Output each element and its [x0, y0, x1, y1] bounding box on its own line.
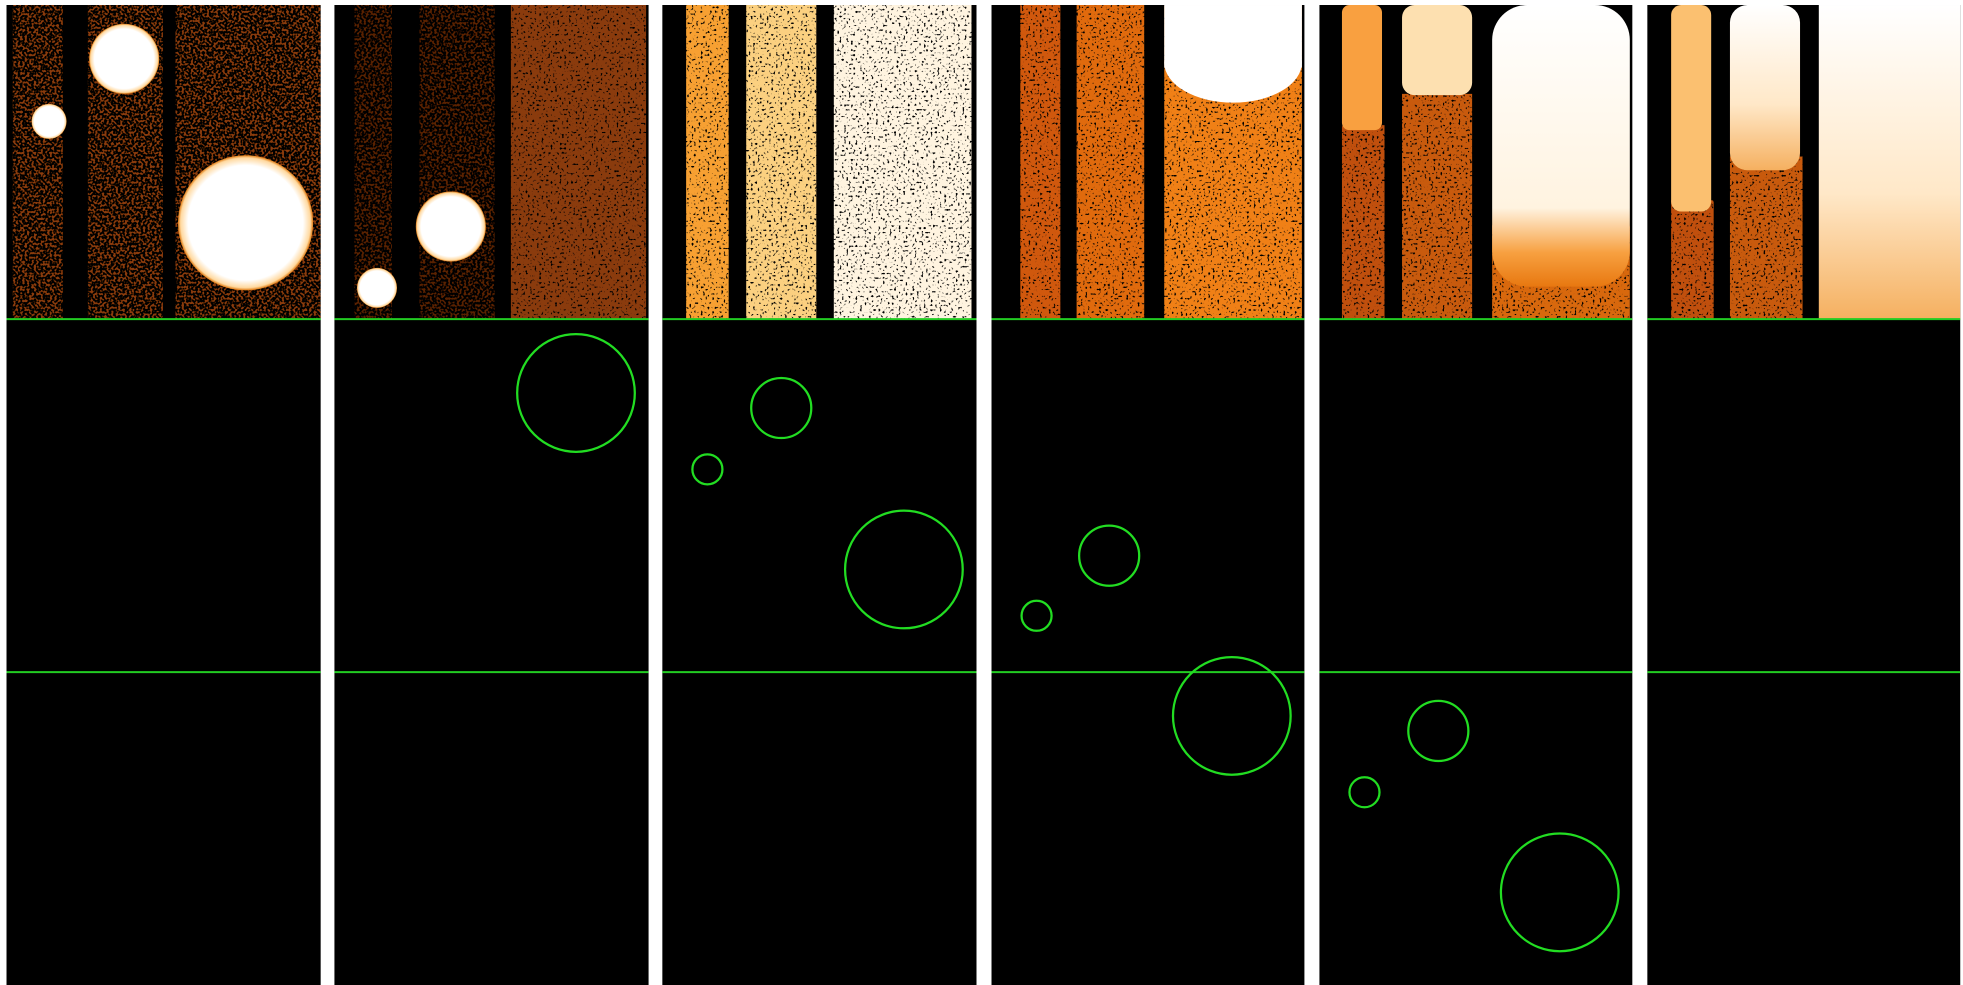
shape — [834, 5, 972, 319]
shape — [416, 191, 486, 261]
shape — [1492, 5, 1630, 287]
shape — [1342, 125, 1385, 319]
shape — [178, 155, 313, 290]
page: (() => { const data = JSON.parse(documen… — [0, 0, 1963, 985]
shape — [1402, 5, 1472, 95]
shape — [511, 5, 646, 319]
shape — [1819, 5, 1960, 319]
shape — [13, 5, 63, 319]
shape — [420, 5, 495, 319]
shape — [357, 268, 397, 308]
shape — [1671, 200, 1714, 319]
shape — [1402, 94, 1472, 319]
shape — [686, 5, 729, 319]
shape — [1020, 5, 1060, 319]
shape — [1730, 156, 1803, 319]
shape — [1164, 23, 1302, 103]
shape — [1342, 5, 1382, 130]
shape — [746, 5, 816, 319]
shape — [1730, 5, 1800, 170]
shape — [1671, 5, 1711, 212]
panels-view — [0, 0, 1963, 985]
shape — [1077, 5, 1145, 319]
shape — [32, 104, 67, 139]
shape — [89, 24, 159, 94]
shape — [511, 5, 646, 319]
